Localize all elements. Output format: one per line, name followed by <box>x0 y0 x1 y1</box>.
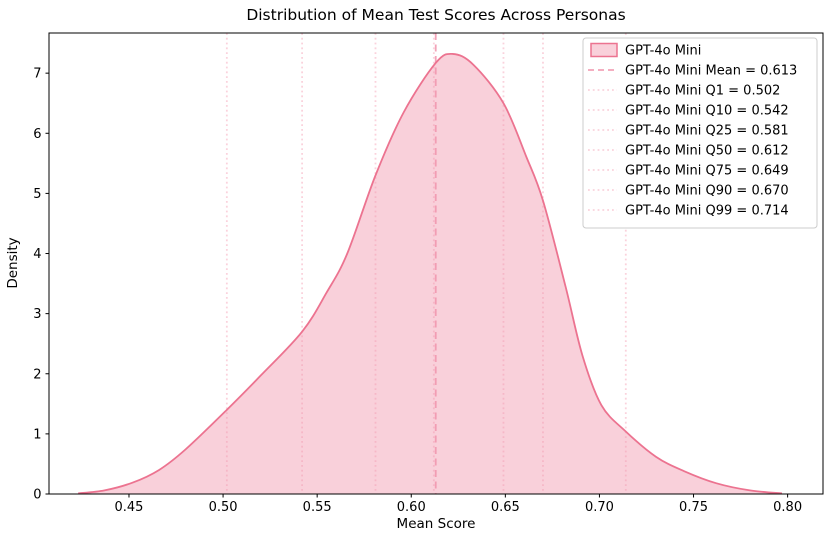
legend-label: GPT-4o Mini <box>625 44 701 59</box>
x-tick-label: 0.55 <box>303 500 332 515</box>
legend-label: GPT-4o Mini Mean = 0.613 <box>625 64 797 79</box>
x-tick-label: 0.75 <box>679 500 708 515</box>
y-tick-label: 0 <box>33 488 41 503</box>
y-axis-ticks: 0 1 2 3 4 5 6 7 <box>33 67 49 503</box>
legend-item-q75: GPT-4o Mini Q75 = 0.649 <box>588 164 789 179</box>
legend-label: GPT-4o Mini Q90 = 0.670 <box>625 184 789 199</box>
legend-label: GPT-4o Mini Q10 = 0.542 <box>625 104 789 119</box>
legend-item-q99: GPT-4o Mini Q99 = 0.714 <box>588 204 789 219</box>
legend: GPT-4o Mini GPT-4o Mini Mean = 0.613 GPT-4… <box>582 37 818 229</box>
x-tick-label: 0.45 <box>115 500 144 515</box>
kde-fill <box>78 53 782 494</box>
legend-label: GPT-4o Mini Q75 = 0.649 <box>625 164 789 179</box>
y-tick-label: 6 <box>33 127 41 142</box>
x-axis-ticks: 0.45 0.50 0.55 0.60 0.65 0.70 0.75 0.80 <box>115 494 802 515</box>
x-tick-label: 0.70 <box>585 500 614 515</box>
y-tick-label: 1 <box>33 427 41 442</box>
y-tick-label: 5 <box>33 187 41 202</box>
x-tick-label: 0.50 <box>209 500 238 515</box>
legend-label: GPT-4o Mini Q99 = 0.714 <box>625 204 789 219</box>
legend-item-q10: GPT-4o Mini Q10 = 0.542 <box>588 104 789 119</box>
legend-item-q1: GPT-4o Mini Q1 = 0.502 <box>588 84 780 99</box>
legend-item-q25: GPT-4o Mini Q25 = 0.581 <box>588 124 789 139</box>
legend-label: GPT-4o Mini Q25 = 0.581 <box>625 124 789 139</box>
legend-swatch-patch <box>590 42 618 58</box>
legend-label: GPT-4o Mini Q50 = 0.612 <box>625 144 789 159</box>
y-axis-label: Density <box>5 237 21 288</box>
legend-item-mean: GPT-4o Mini Mean = 0.613 <box>588 64 797 79</box>
x-axis-label: Mean Score <box>397 516 476 532</box>
kde-series-group <box>78 52 783 494</box>
y-tick-label: 2 <box>33 367 41 382</box>
plot-frame <box>48 32 824 495</box>
legend-item-q50: GPT-4o Mini Q50 = 0.612 <box>588 144 789 159</box>
x-tick-label: 0.60 <box>397 500 426 515</box>
chart-title: Distribution of Mean Test Scores Across … <box>246 6 625 24</box>
x-tick-label: 0.65 <box>491 500 520 515</box>
legend-label: GPT-4o Mini Q1 = 0.502 <box>625 84 780 99</box>
x-tick-label: 0.80 <box>773 500 802 515</box>
legend-box <box>582 37 818 229</box>
legend-item-series: GPT-4o Mini <box>590 42 701 59</box>
y-tick-label: 4 <box>33 247 41 262</box>
legend-item-q90: GPT-4o Mini Q90 = 0.670 <box>588 184 789 199</box>
y-tick-label: 3 <box>33 307 41 322</box>
kde-line <box>78 52 783 494</box>
y-tick-label: 7 <box>33 67 41 82</box>
